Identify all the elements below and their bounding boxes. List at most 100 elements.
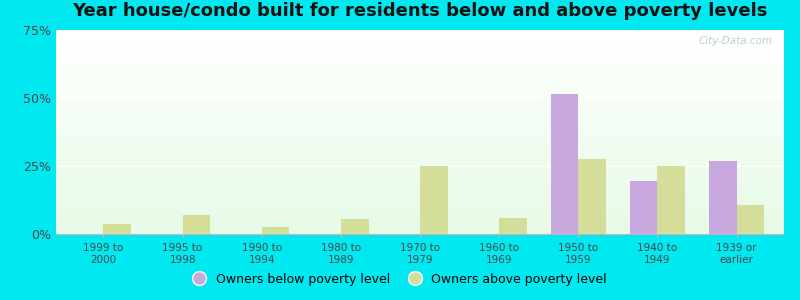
Bar (56, 160, 784, 161)
Bar (56, 131, 784, 132)
Bar (56, 127, 784, 128)
Bar (56, 67, 784, 68)
Bar (56, 73, 784, 74)
Bar (56, 180, 784, 181)
Bar (56, 124, 784, 125)
Bar (56, 91, 784, 92)
Bar (56, 115, 784, 116)
Bar (56, 121, 784, 122)
Bar (56, 52, 784, 53)
Bar (56, 166, 784, 167)
Bar (56, 174, 784, 175)
Bar (56, 48, 784, 50)
Bar (56, 79, 784, 80)
Bar (341, 219, 369, 234)
Bar (56, 33, 784, 34)
Bar (56, 229, 784, 230)
Bar (56, 158, 784, 160)
Bar (56, 189, 784, 190)
Bar (56, 70, 784, 71)
Bar (56, 118, 784, 119)
Bar (56, 146, 784, 147)
Bar (420, 166, 448, 234)
Bar (56, 220, 784, 221)
Bar (56, 175, 784, 176)
Bar (56, 87, 784, 88)
Bar (56, 41, 784, 42)
Bar (56, 191, 784, 192)
Bar (56, 211, 784, 212)
Bar (56, 169, 784, 170)
Bar (56, 129, 784, 130)
Bar (56, 55, 784, 56)
Bar (56, 107, 784, 109)
Bar (56, 71, 784, 72)
Bar (56, 85, 784, 86)
Bar (56, 82, 784, 83)
Bar (56, 42, 784, 43)
Bar (56, 43, 784, 44)
Bar (56, 179, 784, 180)
Bar (56, 90, 784, 91)
Bar (56, 138, 784, 139)
Bar (56, 164, 784, 165)
Bar (103, 224, 131, 234)
Bar (56, 201, 784, 202)
Bar (56, 88, 784, 89)
Bar (56, 197, 784, 198)
Bar (56, 32, 784, 33)
Bar (182, 215, 210, 234)
Bar (56, 84, 784, 85)
Bar (56, 137, 784, 138)
Bar (56, 188, 784, 189)
Bar (56, 104, 784, 106)
Bar (56, 223, 784, 224)
Bar (499, 218, 527, 234)
Bar (56, 44, 784, 45)
Bar (56, 173, 784, 174)
Bar (56, 160, 784, 162)
Bar (56, 193, 784, 194)
Bar (56, 56, 784, 58)
Bar (56, 214, 784, 216)
Bar (56, 45, 784, 46)
Bar (56, 74, 784, 75)
Bar (56, 209, 784, 211)
Bar (56, 222, 784, 223)
Bar (56, 233, 784, 234)
Bar (56, 112, 784, 114)
Bar (56, 203, 784, 204)
Bar (56, 204, 784, 206)
Bar (56, 36, 784, 37)
Bar (56, 217, 784, 218)
Bar (56, 95, 784, 96)
Bar (56, 51, 784, 52)
Bar (56, 153, 784, 154)
Bar (56, 66, 784, 67)
Bar (56, 184, 784, 185)
Bar (56, 147, 784, 148)
Bar (56, 135, 784, 136)
Bar (56, 195, 784, 196)
Bar (56, 130, 784, 131)
Bar (56, 231, 784, 232)
Bar (56, 226, 784, 227)
Bar (56, 37, 784, 38)
Bar (56, 213, 784, 214)
Bar (56, 177, 784, 178)
Bar (550, 94, 578, 234)
Bar (56, 200, 784, 201)
Bar (56, 181, 784, 182)
Bar (56, 143, 784, 144)
Bar (56, 101, 784, 102)
Bar (56, 152, 784, 153)
Bar (56, 111, 784, 112)
Bar (56, 155, 784, 157)
Bar (56, 109, 784, 110)
Bar (56, 221, 784, 222)
Bar (262, 227, 290, 234)
Bar (56, 86, 784, 87)
Bar (56, 96, 784, 97)
Bar (56, 162, 784, 163)
Bar (56, 157, 784, 158)
